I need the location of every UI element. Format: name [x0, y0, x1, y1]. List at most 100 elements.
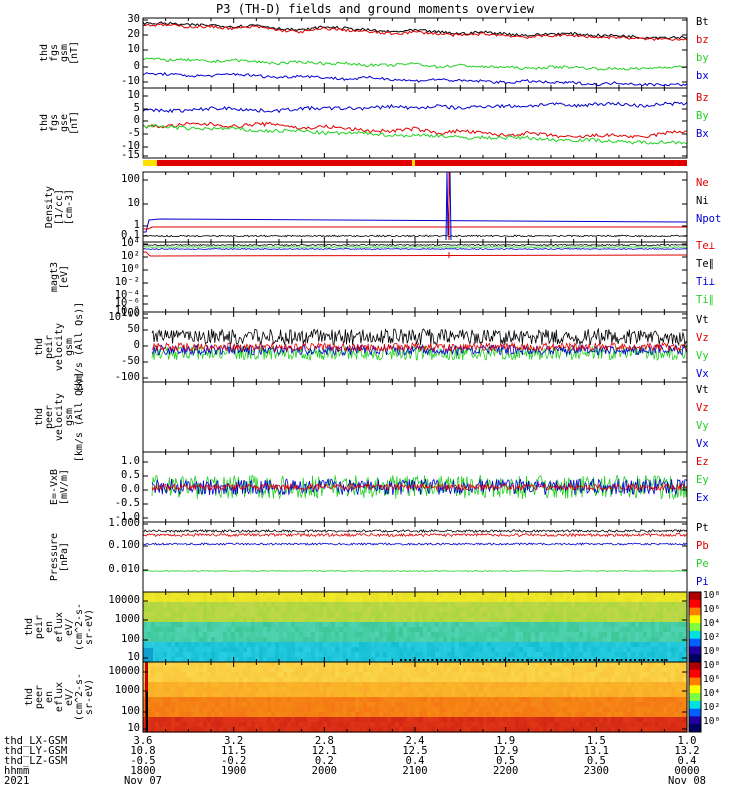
peer-spectrogram-cell — [211, 672, 216, 678]
peir-spectrogram-cell — [587, 637, 592, 643]
peir-spectrogram-cell — [559, 622, 564, 628]
peer-spectrogram-cell — [215, 682, 220, 688]
peir-spectrogram-cell — [291, 597, 296, 603]
peir-spectrogram-cell — [395, 642, 400, 648]
peir-spectrogram-cell — [283, 617, 288, 623]
peer-spectrogram-cell — [183, 702, 188, 708]
peir-spectrogram-cell — [343, 637, 348, 643]
peir-spectrogram-cell — [259, 597, 264, 603]
peer-spectrogram-cell — [399, 712, 404, 718]
peir-spectrogram-cell — [203, 602, 208, 608]
peer-spectrogram-cell — [551, 672, 556, 678]
peer-spectrogram-cell — [547, 677, 552, 683]
peer-spectrogram-cell — [351, 722, 356, 728]
peir-spectrogram-cell — [227, 657, 232, 663]
peir-spectrogram-cell — [495, 652, 500, 658]
peer-spectrogram-cell — [535, 692, 540, 698]
peer-spectrogram-cell — [199, 707, 204, 713]
peer-spectrogram-cell — [683, 702, 688, 708]
peir-spectrogram-cell — [399, 602, 404, 608]
peer-spectrogram-cell — [251, 722, 256, 728]
peir-spectrogram-cell — [659, 592, 664, 598]
peir-spectrogram-cell — [279, 617, 284, 623]
peir-spectrogram-cell — [231, 602, 236, 608]
peir-gap-strip — [143, 648, 153, 662]
peer-spectrogram-cell — [519, 682, 524, 688]
peir-spectrogram-cell — [495, 632, 500, 638]
peir-spectrogram-cell — [319, 637, 324, 643]
peer-spectrogram-cell — [683, 722, 688, 728]
peer-spectrogram-cell — [351, 717, 356, 723]
peer-spectrogram-cell — [387, 707, 392, 713]
peer-spectrogram-cell — [619, 712, 624, 718]
peir-spectrogram-cell — [599, 627, 604, 633]
peer-spectrogram-cell — [519, 712, 524, 718]
peer-spectrogram-cell — [643, 707, 648, 713]
peer-spectrogram-cell — [283, 707, 288, 713]
peir-spectrogram-cell — [347, 592, 352, 598]
peer-spectrogram-cell — [175, 677, 180, 683]
peer-spectrogram-cell — [555, 697, 560, 703]
peer-spectrogram-cell — [487, 727, 492, 733]
peir-spectrogram-cell — [279, 612, 284, 618]
peer-spectrogram-cell — [307, 707, 312, 713]
peer-spectrogram-cell — [359, 682, 364, 688]
peer-spectrogram-cell — [395, 672, 400, 678]
peer-spectrogram-cell — [579, 717, 584, 723]
peir-spectrogram-cell — [599, 607, 604, 613]
peir-spectrogram-cell — [199, 622, 204, 628]
peer-spectrogram-cell — [611, 722, 616, 728]
peer-spectrogram-cell — [287, 712, 292, 718]
peer-spectrogram-cell — [439, 722, 444, 728]
peer-spectrogram-cell — [303, 692, 308, 698]
peir-spectrogram-cell — [339, 612, 344, 618]
peer-spectrogram-cell — [479, 712, 484, 718]
peir-spectrogram-cell — [587, 592, 592, 598]
peer-spectrogram-cell — [675, 717, 680, 723]
peir-spectrogram-cell — [395, 652, 400, 658]
peer-spectrogram-cell — [371, 677, 376, 683]
peir-spectrogram-cell — [299, 632, 304, 638]
peir-spectrogram-cell — [523, 657, 528, 663]
peer-spectrogram-cell — [279, 672, 284, 678]
peer-spectrogram-cell — [471, 682, 476, 688]
peer-spectrogram-cell — [203, 727, 208, 733]
peir-spectrogram-cell — [215, 632, 220, 638]
peer-spectrogram-cell — [499, 662, 504, 668]
peir-dots — [620, 659, 623, 661]
peir-spectrogram-cell — [671, 612, 676, 618]
peer-spectrogram-cell — [523, 687, 528, 693]
peer-spectrogram-cell — [519, 702, 524, 708]
peer-spectrogram-cell — [335, 702, 340, 708]
peer-spectrogram-cell — [527, 727, 532, 733]
peir-spectrogram-cell — [443, 637, 448, 643]
peir-spectrogram-cell — [143, 612, 148, 618]
peer-spectrogram-cell — [319, 702, 324, 708]
peer-spectrogram-cell — [679, 667, 684, 673]
peer-spectrogram-cell — [227, 697, 232, 703]
peer-spectrogram-cell — [643, 667, 648, 673]
peir-spectrogram-cell — [627, 637, 632, 643]
peer-spectrogram-cell — [523, 692, 528, 698]
peer-spectrogram-cell — [523, 697, 528, 703]
peir-spectrogram-cell — [255, 627, 260, 633]
peir-spectrogram-cell — [375, 602, 380, 608]
peer-spectrogram-cell — [247, 687, 252, 693]
peir-spectrogram-cell — [199, 632, 204, 638]
peir-spectrogram-cell — [431, 592, 436, 598]
peir-spectrogram-cell — [219, 597, 224, 603]
peer-spectrogram-cell — [167, 722, 172, 728]
peer-spectrogram-cell — [263, 717, 268, 723]
peir-spectrogram-cell — [271, 652, 276, 658]
peer-spectrogram-cell — [375, 717, 380, 723]
peer-spectrogram-cell — [403, 717, 408, 723]
peir-spectrogram-cell — [671, 647, 676, 653]
peir-spectrogram-cell — [167, 607, 172, 613]
peer-spectrogram-cell — [231, 707, 236, 713]
peer-spectrogram-cell — [527, 682, 532, 688]
peir-spectrogram-cell — [191, 647, 196, 653]
peir-spectrogram-cell — [159, 602, 164, 608]
peer-spectrogram-cell — [331, 702, 336, 708]
peer-spectrogram-cell — [475, 687, 480, 693]
peer-spectrogram-cell — [563, 687, 568, 693]
